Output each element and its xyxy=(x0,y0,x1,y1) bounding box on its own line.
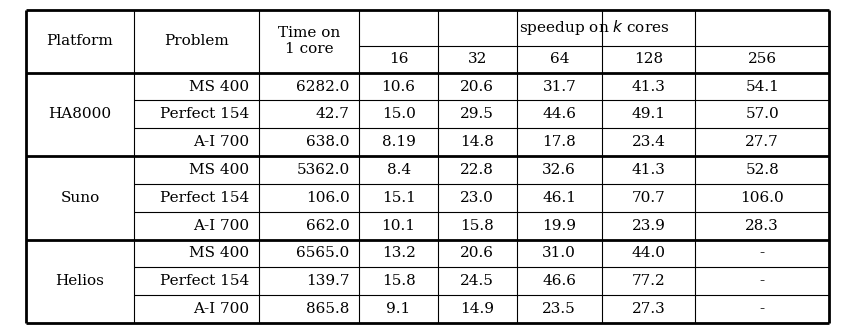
Text: 41.3: 41.3 xyxy=(632,80,665,94)
Text: 54.1: 54.1 xyxy=(746,80,779,94)
Text: 106.0: 106.0 xyxy=(306,191,350,205)
Text: -: - xyxy=(760,246,765,260)
Text: 14.8: 14.8 xyxy=(460,135,494,149)
Text: 5362.0: 5362.0 xyxy=(297,163,350,177)
Text: HA8000: HA8000 xyxy=(49,107,111,121)
Text: 20.6: 20.6 xyxy=(460,246,494,260)
Text: 29.5: 29.5 xyxy=(460,107,494,121)
Text: 13.2: 13.2 xyxy=(381,246,416,260)
Text: 23.5: 23.5 xyxy=(542,302,576,316)
Text: 27.7: 27.7 xyxy=(746,135,779,149)
Text: Perfect 154: Perfect 154 xyxy=(160,274,249,288)
Text: 27.3: 27.3 xyxy=(632,302,665,316)
Text: 31.0: 31.0 xyxy=(542,246,576,260)
Text: Problem: Problem xyxy=(164,34,229,48)
Text: 6282.0: 6282.0 xyxy=(296,80,350,94)
Text: 44.0: 44.0 xyxy=(632,246,665,260)
Text: 64: 64 xyxy=(550,52,569,66)
Text: 32.6: 32.6 xyxy=(542,163,576,177)
Text: 16: 16 xyxy=(389,52,409,66)
Text: 70.7: 70.7 xyxy=(632,191,665,205)
Text: 32: 32 xyxy=(468,52,487,66)
Text: 14.9: 14.9 xyxy=(460,302,494,316)
Text: 52.8: 52.8 xyxy=(746,163,779,177)
Text: 139.7: 139.7 xyxy=(306,274,350,288)
Text: 15.0: 15.0 xyxy=(381,107,416,121)
Text: MS 400: MS 400 xyxy=(189,163,249,177)
Text: 23.9: 23.9 xyxy=(632,219,665,233)
Text: 24.5: 24.5 xyxy=(460,274,494,288)
Text: 19.9: 19.9 xyxy=(542,219,576,233)
Text: 128: 128 xyxy=(634,52,663,66)
Text: 46.6: 46.6 xyxy=(542,274,576,288)
Text: speedup on $k$ cores: speedup on $k$ cores xyxy=(519,19,669,38)
Text: 49.1: 49.1 xyxy=(632,107,665,121)
Text: 23.0: 23.0 xyxy=(460,191,494,205)
Text: 17.8: 17.8 xyxy=(542,135,576,149)
Text: 15.1: 15.1 xyxy=(381,191,416,205)
Text: 9.1: 9.1 xyxy=(386,302,410,316)
Text: 106.0: 106.0 xyxy=(740,191,784,205)
Text: A-I 700: A-I 700 xyxy=(193,135,249,149)
Text: 41.3: 41.3 xyxy=(632,163,665,177)
Text: 42.7: 42.7 xyxy=(315,107,350,121)
Text: 23.4: 23.4 xyxy=(632,135,665,149)
Text: MS 400: MS 400 xyxy=(189,246,249,260)
Text: 28.3: 28.3 xyxy=(746,219,779,233)
Text: Perfect 154: Perfect 154 xyxy=(160,191,249,205)
Text: 44.6: 44.6 xyxy=(542,107,576,121)
Text: 46.1: 46.1 xyxy=(542,191,576,205)
Text: 662.0: 662.0 xyxy=(306,219,350,233)
Text: 22.8: 22.8 xyxy=(460,163,494,177)
Text: 15.8: 15.8 xyxy=(381,274,416,288)
Text: A-I 700: A-I 700 xyxy=(193,219,249,233)
Text: 865.8: 865.8 xyxy=(306,302,350,316)
Text: Perfect 154: Perfect 154 xyxy=(160,107,249,121)
Text: 8.4: 8.4 xyxy=(386,163,410,177)
Text: -: - xyxy=(760,274,765,288)
Text: 6565.0: 6565.0 xyxy=(297,246,350,260)
Text: 15.8: 15.8 xyxy=(461,219,494,233)
Text: -: - xyxy=(760,302,765,316)
Text: 31.7: 31.7 xyxy=(542,80,576,94)
Text: 77.2: 77.2 xyxy=(632,274,665,288)
Text: 57.0: 57.0 xyxy=(746,107,779,121)
Text: 10.6: 10.6 xyxy=(381,80,416,94)
Text: Helios: Helios xyxy=(56,274,104,288)
Text: 8.19: 8.19 xyxy=(381,135,416,149)
Text: Suno: Suno xyxy=(60,191,99,205)
Text: 10.1: 10.1 xyxy=(381,219,416,233)
Text: MS 400: MS 400 xyxy=(189,80,249,94)
Text: Platform: Platform xyxy=(46,34,113,48)
Text: 256: 256 xyxy=(747,52,777,66)
Text: 638.0: 638.0 xyxy=(306,135,350,149)
Text: A-I 700: A-I 700 xyxy=(193,302,249,316)
Text: 20.6: 20.6 xyxy=(460,80,494,94)
Text: Time on
1 core: Time on 1 core xyxy=(278,26,340,56)
